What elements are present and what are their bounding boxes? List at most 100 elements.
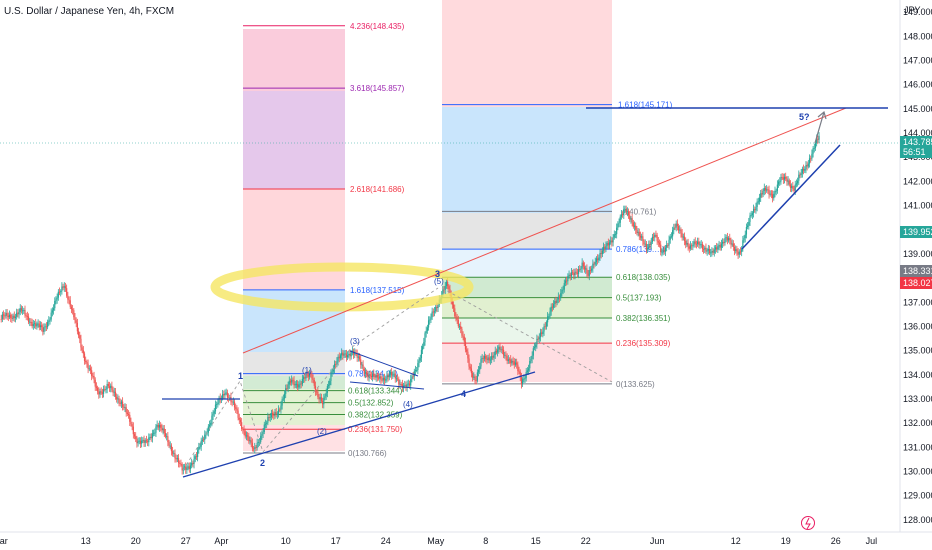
candle-body: [6, 312, 8, 316]
candle-body: [289, 380, 292, 383]
candle-body: [704, 247, 706, 250]
candle-body: [33, 323, 36, 325]
candle-body: [472, 373, 474, 378]
fib-level-label: 3.618(145.857): [350, 84, 405, 93]
x-tick-label: 12: [731, 536, 741, 546]
candle-body: [560, 293, 562, 299]
candle-body: [88, 368, 90, 370]
candle-body: [668, 239, 670, 246]
fib-zone-4236: [243, 29, 345, 91]
candle-body: [123, 406, 125, 408]
price-badge-text: 138.027: [903, 278, 932, 288]
candle-body: [177, 458, 180, 464]
candle-body: [538, 337, 540, 340]
candle-body: [549, 311, 551, 317]
candle-body: [807, 163, 809, 167]
wave-label: 4: [461, 389, 466, 399]
candle-body: [93, 376, 95, 380]
candle-body: [782, 177, 784, 180]
fib-level-label: 0.5(132.852): [348, 399, 394, 408]
candle-body: [818, 135, 820, 140]
candle-body: [493, 355, 495, 358]
candle-body: [138, 440, 140, 442]
candle-body: [517, 364, 519, 371]
candle-body: [501, 349, 503, 351]
candle-body: [433, 311, 436, 313]
candle-body: [255, 447, 257, 449]
candle-body: [23, 309, 25, 311]
candle-body: [170, 445, 173, 452]
candle-body: [344, 353, 346, 355]
candle-body: [463, 336, 465, 342]
candle-body: [713, 249, 715, 253]
fib-zone-1: [243, 352, 345, 376]
candle-body: [582, 262, 584, 267]
candle-body: [658, 242, 661, 245]
candle-body: [110, 385, 112, 389]
candle-body: [343, 354, 345, 356]
candle-body: [50, 312, 52, 320]
candle-body: [568, 274, 570, 277]
y-ticks: 128.000 129.000 130.000 131.000 132.000 133.0…: [903, 7, 932, 525]
candle-body: [697, 241, 699, 245]
candle-body: [286, 388, 288, 389]
fib-zone-b-0382: [442, 318, 612, 343]
candle-body: [731, 243, 733, 245]
candle-body: [447, 281, 449, 287]
candle-body: [627, 211, 630, 216]
candle-body: [164, 433, 167, 437]
y-tick-label: 132.000: [903, 418, 932, 428]
candle-body: [49, 319, 51, 321]
candle-body: [776, 184, 778, 191]
candle-body: [339, 355, 342, 359]
candle-body: [626, 211, 628, 213]
fib-zone-b-05: [442, 297, 612, 318]
candle-body: [660, 244, 662, 253]
candle-body: [510, 359, 512, 364]
candle-body: [242, 428, 244, 430]
candle-body: [249, 440, 251, 442]
fib-level-label: 4.236(148.435): [350, 22, 405, 31]
candle-body: [502, 349, 505, 356]
candle-body: [256, 442, 258, 448]
candle-body: [647, 248, 649, 250]
candle-body: [13, 315, 15, 319]
candle-body: [576, 272, 578, 274]
candle-body: [407, 383, 409, 385]
x-tick-label: 13: [81, 536, 91, 546]
candle-body: [482, 358, 484, 359]
candle-body: [562, 289, 564, 291]
candle-body: [337, 356, 339, 362]
candle-body: [673, 227, 675, 231]
candle-body: [301, 379, 303, 385]
candle-body: [179, 463, 181, 464]
candle-body: [268, 417, 270, 418]
price-axis[interactable]: JPY 128.000129.000130.000131.000132.0001…: [899, 0, 932, 532]
candle-body: [338, 356, 340, 359]
candle-body: [107, 384, 109, 387]
candle-body: [186, 467, 188, 470]
candle-body: [56, 297, 58, 300]
candle-body: [180, 463, 182, 465]
candle-body: [22, 310, 24, 312]
candle-body: [168, 442, 170, 446]
support-trendline: [741, 144, 841, 250]
candle-body: [692, 245, 694, 247]
candle-body: [693, 241, 695, 246]
candle-body: [497, 349, 499, 353]
candle-body: [805, 165, 807, 170]
candle-body: [294, 384, 296, 386]
candle-body: [276, 413, 278, 415]
candle-body: [541, 332, 543, 334]
time-axis[interactable]: Mar 13 20 27 Apr 10 17 24 May 8 15 22 Jun 12 19 26 Jul: [0, 531, 932, 550]
candle-body: [291, 379, 293, 383]
candle-body: [211, 415, 213, 423]
candle-body: [580, 268, 582, 270]
lightning-icon[interactable]: [801, 516, 815, 530]
candle-body: [491, 355, 493, 360]
candle-body: [167, 436, 169, 443]
candle-body: [430, 317, 432, 320]
candle-body: [318, 396, 320, 400]
candle-body: [36, 323, 38, 327]
